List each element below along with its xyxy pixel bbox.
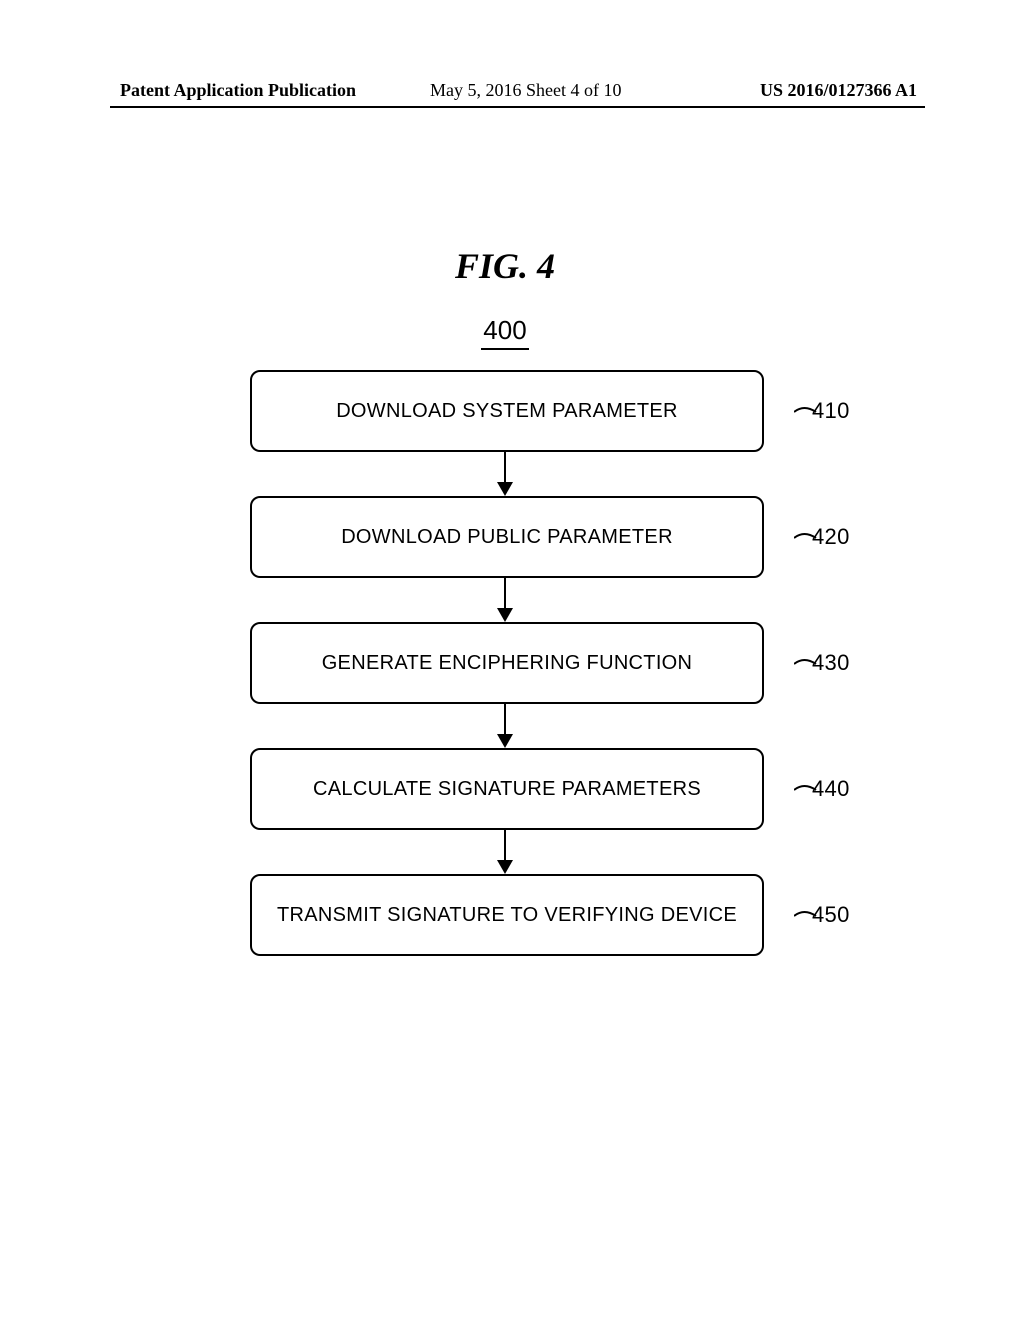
flow-step-2-label: DOWNLOAD PUBLIC PARAMETER [341,526,673,549]
figure-id-value: 400 [481,315,528,350]
flow-arrow-2 [250,578,760,622]
header-docnumber: US 2016/0127366 A1 [760,80,917,101]
flow-step-4-label: CALCULATE SIGNATURE PARAMETERS [313,778,701,801]
flow-arrow-1 [250,452,760,496]
header-date-sheet: May 5, 2016 Sheet 4 of 10 [430,80,621,101]
flow-step-2-ref: 420 [812,524,850,550]
arrow-down-icon [490,830,520,874]
flowchart: DOWNLOAD SYSTEM PARAMETER 410 DOWNLOAD P… [220,370,860,956]
flow-step-5: TRANSMIT SIGNATURE TO VERIFYING DEVICE 4… [250,874,764,956]
flow-step-4: CALCULATE SIGNATURE PARAMETERS 440 [250,748,764,830]
flow-step-1-ref: 410 [812,398,850,424]
arrow-down-icon [490,578,520,622]
flow-step-1-label: DOWNLOAD SYSTEM PARAMETER [336,400,678,423]
arrow-down-icon [490,452,520,496]
arrow-down-icon [490,704,520,748]
figure-title: FIG. 4 [455,245,555,287]
header-rule [110,106,925,108]
flow-step-1: DOWNLOAD SYSTEM PARAMETER 410 [250,370,764,452]
flow-step-2: DOWNLOAD PUBLIC PARAMETER 420 [250,496,764,578]
flow-arrow-3 [250,704,760,748]
figure-id: 400 [470,315,540,350]
flow-arrow-4 [250,830,760,874]
flow-step-5-ref: 450 [812,902,850,928]
flow-step-5-label: TRANSMIT SIGNATURE TO VERIFYING DEVICE [277,904,737,927]
flow-step-3-ref: 430 [812,650,850,676]
flow-step-4-ref: 440 [812,776,850,802]
page: Patent Application Publication May 5, 20… [0,0,1024,1320]
flow-step-3: GENERATE ENCIPHERING FUNCTION 430 [250,622,764,704]
header-publication: Patent Application Publication [120,80,356,101]
flow-step-3-label: GENERATE ENCIPHERING FUNCTION [322,652,693,675]
